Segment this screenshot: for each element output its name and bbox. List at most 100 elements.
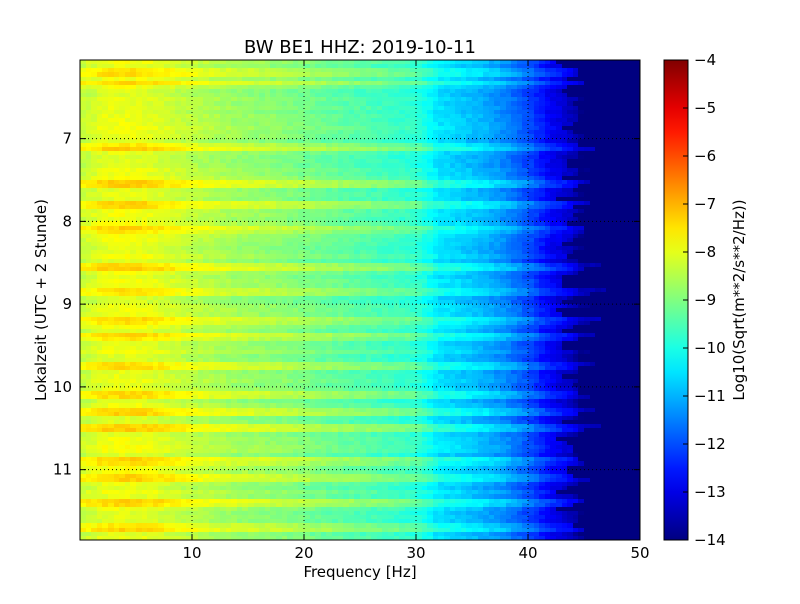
spectrogram-cell xyxy=(102,97,109,102)
spectrogram-cell xyxy=(573,122,579,127)
spectrogram-cell xyxy=(550,250,557,255)
spectrogram-cell xyxy=(304,110,311,115)
spectrogram-cell xyxy=(399,139,406,144)
spectrogram-cell xyxy=(265,147,271,152)
spectrogram-cell xyxy=(550,168,557,173)
spectrogram-cell xyxy=(170,93,176,98)
spectrogram-cell xyxy=(147,77,154,82)
spectrogram-cell xyxy=(186,130,193,135)
spectrogram-cell xyxy=(455,106,462,111)
spectrogram-cell xyxy=(147,151,154,156)
spectrogram-cell xyxy=(634,254,640,260)
spectrogram-cell xyxy=(136,188,143,193)
spectrogram-cell xyxy=(220,89,227,94)
spectrogram-cell xyxy=(466,147,473,152)
spectrogram-cell xyxy=(623,176,630,181)
spectrogram-cell xyxy=(573,184,579,189)
spectrogram-cell xyxy=(270,188,277,193)
spectrogram-cell xyxy=(276,81,283,86)
spectrogram-cell xyxy=(270,221,277,227)
spectrogram-cell xyxy=(310,230,316,235)
spectrogram-cell xyxy=(444,217,451,222)
spectrogram-cell xyxy=(360,81,367,86)
spectrogram-cell xyxy=(612,163,619,169)
spectrogram-cell xyxy=(494,172,501,177)
spectrogram-cell xyxy=(310,68,316,73)
spectrogram-cell xyxy=(584,151,591,156)
spectrogram-cell xyxy=(618,205,624,210)
spectrogram-cell xyxy=(147,126,154,131)
spectrogram-cell xyxy=(203,263,210,268)
spectrogram-cell xyxy=(466,134,473,140)
spectrogram-cell xyxy=(366,172,372,177)
spectrogram-cell xyxy=(634,122,640,127)
spectrogram-cell xyxy=(562,184,568,189)
spectrogram-cell xyxy=(550,197,557,202)
spectrogram-cell xyxy=(237,163,243,169)
spectrogram-cell xyxy=(343,259,350,264)
spectrogram-cell xyxy=(181,97,187,102)
spectrogram-cell xyxy=(455,188,462,193)
spectrogram-cell xyxy=(332,147,339,152)
spectrogram-cell xyxy=(349,68,355,73)
spectrogram-cell xyxy=(321,176,327,181)
spectrogram-cell xyxy=(539,242,546,247)
spectrogram-cell xyxy=(270,77,277,82)
spectrogram-cell xyxy=(438,106,445,111)
spectrogram-cell xyxy=(259,97,266,102)
spectrogram-cell xyxy=(80,139,87,144)
spectrogram-cell xyxy=(242,134,249,140)
spectrogram-cell xyxy=(175,254,182,260)
spectrogram-cell xyxy=(595,159,602,164)
spectrogram-cell xyxy=(606,130,613,135)
spectrogram-cell xyxy=(153,130,159,135)
spectrogram-cell xyxy=(444,147,451,152)
spectrogram-cell xyxy=(259,209,266,214)
spectrogram-cell xyxy=(366,118,372,123)
spectrogram-cell xyxy=(86,101,92,107)
spectrogram-cell xyxy=(500,64,507,69)
spectrogram-cell xyxy=(80,230,87,235)
spectrogram-cell xyxy=(584,184,591,189)
spectrogram-cell xyxy=(511,163,518,169)
spectrogram-cell xyxy=(612,126,619,131)
spectrogram-cell xyxy=(506,163,512,169)
spectrogram-cell xyxy=(517,110,523,115)
spectrogram-cell xyxy=(483,118,490,123)
spectrogram-cell xyxy=(545,201,551,206)
spectrogram-cell xyxy=(164,97,171,102)
spectrogram-cell xyxy=(242,172,249,177)
spectrogram-cell xyxy=(382,77,389,82)
spectrogram-cell xyxy=(282,81,288,86)
spectrogram-cell xyxy=(545,126,551,131)
spectrogram-cell xyxy=(634,205,640,210)
spectrogram-cell xyxy=(164,184,171,189)
spectrogram-cell xyxy=(338,106,344,111)
spectrogram-cell xyxy=(343,101,350,107)
spectrogram-cell xyxy=(91,234,98,239)
spectrogram-cell xyxy=(478,201,484,206)
spectrogram-cell xyxy=(567,168,574,173)
spectrogram-cell xyxy=(539,250,546,255)
spectrogram-cell xyxy=(354,68,361,73)
spectrogram-cell xyxy=(354,234,361,239)
spectrogram-cell xyxy=(80,250,87,255)
spectrogram-cell xyxy=(410,263,417,268)
spectrogram-cell xyxy=(214,176,221,181)
spectrogram-cell xyxy=(517,89,523,94)
spectrogram-cell xyxy=(534,155,540,160)
spectrogram-cell xyxy=(248,201,255,206)
spectrogram-cell xyxy=(494,201,501,206)
spectrogram-cell xyxy=(366,254,372,260)
spectrogram-cell xyxy=(164,201,171,206)
spectrogram-cell xyxy=(612,139,619,144)
spectrogram-cell xyxy=(108,163,115,169)
spectrogram-cell xyxy=(562,197,568,202)
spectrogram-cell xyxy=(198,230,204,235)
spectrogram-cell xyxy=(567,77,574,82)
spectrogram-cell xyxy=(489,126,495,131)
spectrogram-cell xyxy=(534,209,540,214)
spectrogram-cell xyxy=(220,168,227,173)
spectrogram-cell xyxy=(102,106,109,111)
spectrogram-cell xyxy=(427,176,434,181)
